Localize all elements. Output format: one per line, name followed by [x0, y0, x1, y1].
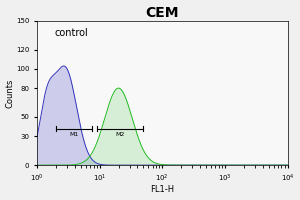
X-axis label: FL1-H: FL1-H: [150, 185, 174, 194]
Title: CEM: CEM: [146, 6, 179, 20]
Text: M2: M2: [116, 132, 125, 137]
Text: M1: M1: [69, 132, 79, 137]
Text: control: control: [55, 28, 88, 38]
Y-axis label: Counts: Counts: [6, 78, 15, 108]
